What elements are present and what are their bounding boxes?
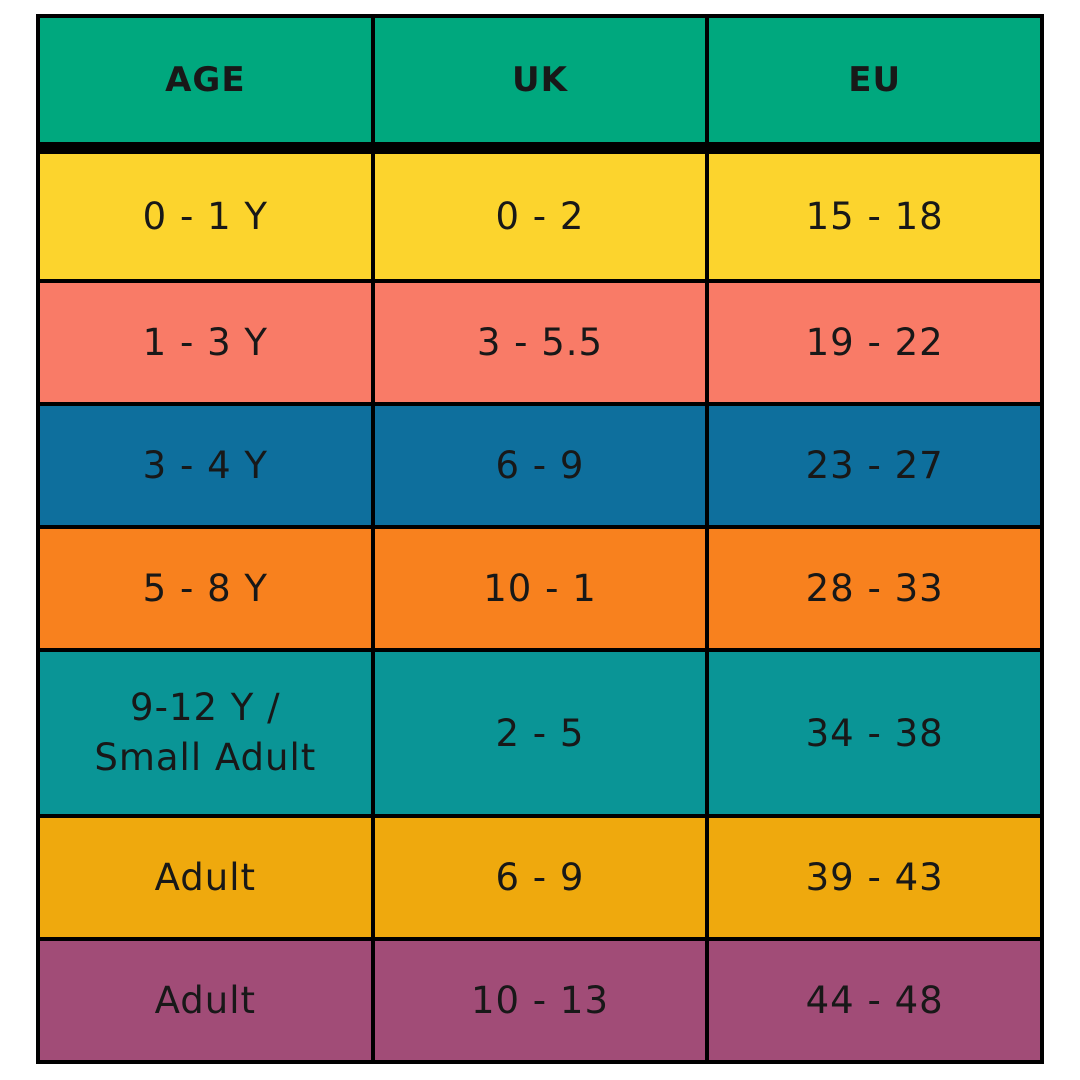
header-cell-age: AGE	[36, 14, 375, 154]
table-row: 5 - 8 Y 10 - 1 28 - 33	[36, 525, 1044, 653]
eu-cell: 39 - 43	[705, 814, 1044, 942]
header-row: AGE UK EU	[36, 14, 1044, 154]
uk-cell: 0 - 2	[370, 145, 710, 284]
age-cell: 3 - 4 Y	[36, 402, 375, 530]
eu-cell: 34 - 38	[705, 648, 1044, 819]
table-row: 3 - 4 Y 6 - 9 23 - 27	[36, 402, 1044, 530]
eu-cell: 19 - 22	[705, 279, 1044, 407]
age-cell: Adult	[36, 937, 375, 1064]
uk-cell: 2 - 5	[370, 648, 710, 819]
table-row: 1 - 3 Y 3 - 5.5 19 - 22	[36, 279, 1044, 407]
table-row: Adult 10 - 13 44 - 48	[36, 937, 1044, 1064]
eu-cell: 44 - 48	[705, 937, 1044, 1064]
table-row: 9-12 Y / Small Adult 2 - 5 34 - 38	[36, 648, 1044, 819]
uk-cell: 10 - 1	[370, 525, 710, 653]
eu-cell: 15 - 18	[705, 145, 1044, 284]
uk-cell: 6 - 9	[370, 402, 710, 530]
uk-cell: 10 - 13	[370, 937, 710, 1064]
age-line-1: 9-12 Y /	[130, 686, 281, 730]
header-cell-uk: UK	[370, 14, 710, 154]
table-row: Adult 6 - 9 39 - 43	[36, 814, 1044, 942]
age-cell: 5 - 8 Y	[36, 525, 375, 653]
size-conversion-table: AGE UK EU 0 - 1 Y 0 - 2 15 - 18 1 - 3 Y …	[36, 14, 1044, 1064]
table-row: 0 - 1 Y 0 - 2 15 - 18	[36, 145, 1044, 284]
age-cell: 0 - 1 Y	[36, 145, 375, 284]
header-cell-eu: EU	[705, 14, 1044, 154]
uk-cell: 3 - 5.5	[370, 279, 710, 407]
age-line-2: Small Adult	[94, 736, 317, 780]
uk-cell: 6 - 9	[370, 814, 710, 942]
age-cell: 1 - 3 Y	[36, 279, 375, 407]
age-cell: Adult	[36, 814, 375, 942]
age-cell: 9-12 Y / Small Adult	[36, 648, 375, 819]
eu-cell: 28 - 33	[705, 525, 1044, 653]
eu-cell: 23 - 27	[705, 402, 1044, 530]
